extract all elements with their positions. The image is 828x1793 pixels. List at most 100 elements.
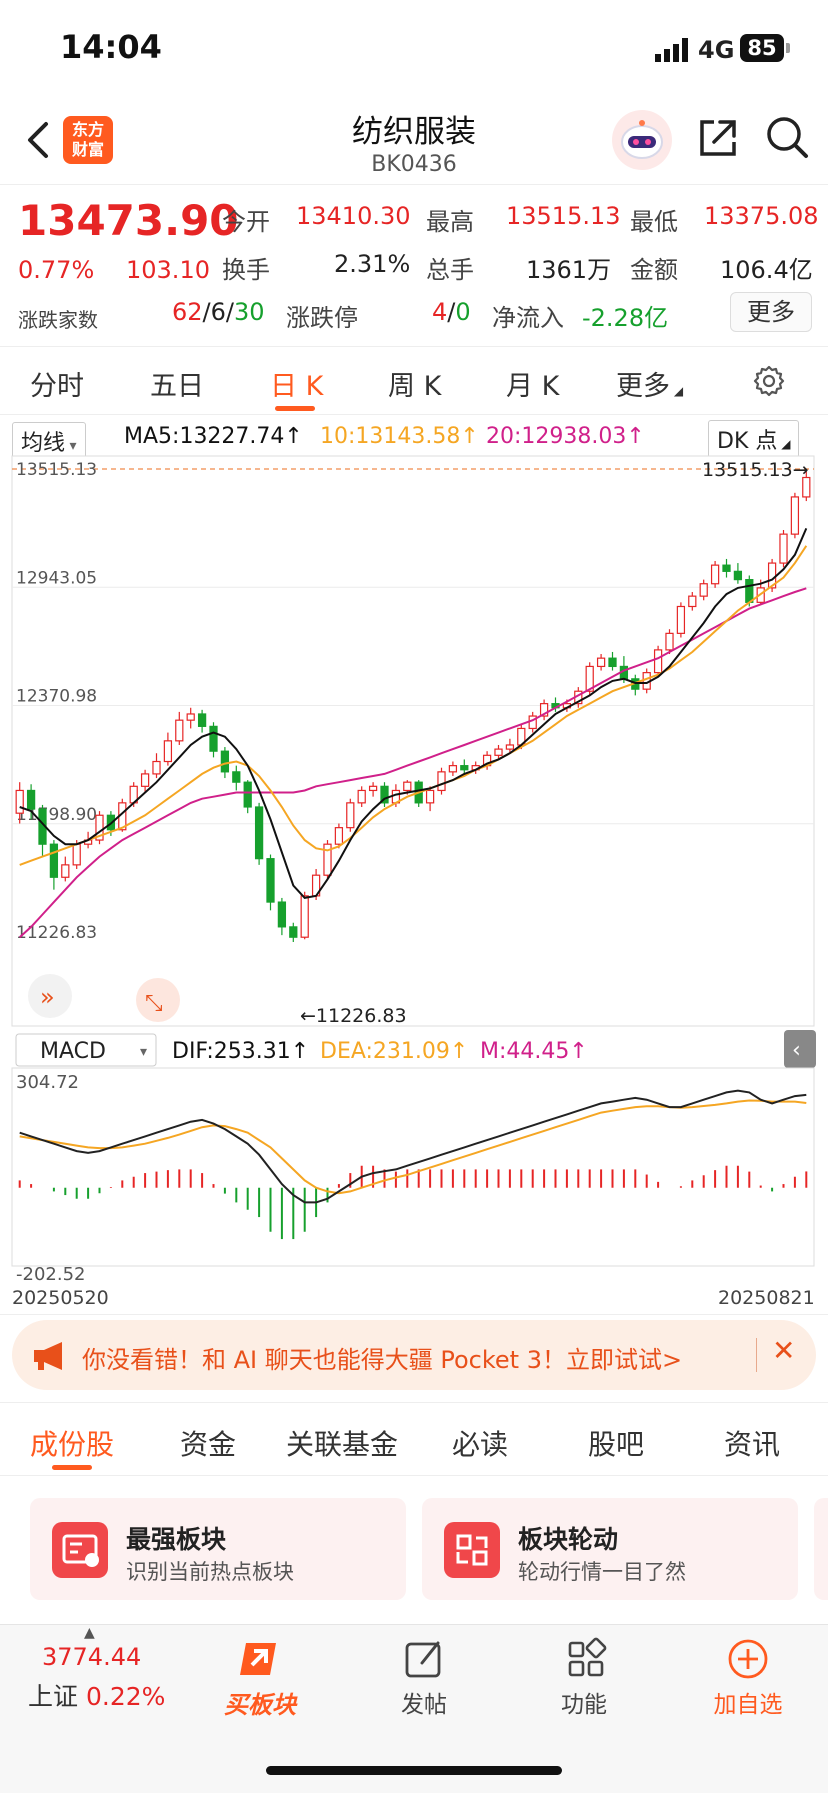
tab-weekly-k[interactable]: 周 K [388,371,442,402]
back-arrow-icon[interactable] [24,120,54,160]
y-tick-labels: 13515.13 12943.05 12370.98 11798.90 11226.83 [16,460,97,943]
dk-point-label: DK 点 [717,429,778,454]
limit-down: 0 [455,298,471,326]
card-title: 板块轮动 [518,1525,619,1554]
candle-body [197,713,207,727]
macd-selector[interactable] [15,1033,157,1067]
candle-body [334,827,344,845]
tab-funds[interactable]: 资金 [180,1428,237,1461]
candle-body [209,725,218,752]
fullscreen-button[interactable] [136,978,180,1022]
macd-caret-icon: ▾ [140,1044,147,1060]
max-price-label: 13515.13→ [702,459,809,481]
share-icon[interactable] [696,116,740,160]
ma10-text: 10:13143.58 [320,424,461,449]
kline-chart[interactable]: 13515.13 12943.05 12370.98 11798.90 11226.83… [0,454,828,1314]
candle-body [220,750,230,773]
y-tick-label: 12943.05 [16,568,97,588]
index-value[interactable]: 3774.44 [42,1643,142,1671]
tab-more[interactable]: 更多 ◢ [616,364,683,403]
candle-body [539,703,549,717]
dif-line [19,1089,807,1204]
tab-news[interactable]: 资讯 [724,1428,781,1461]
candle-body [152,760,161,775]
tab-constituents[interactable]: 成份股 [30,1428,115,1461]
breadth-slash2: / [225,298,235,326]
candle-body [175,719,184,742]
more-button[interactable]: 更多 [730,292,812,332]
card-subtitle: 识别当前热点板块 [126,1560,294,1584]
ma5-arrow-icon: ↑ [284,424,303,449]
functions-grid-icon [568,1637,607,1677]
card-sector-rotation[interactable]: 板块轮动 轮动行情一目了然 [422,1498,798,1600]
change-amt: 103.10 [126,256,210,284]
candle-body [710,564,720,585]
ma10-arrow-icon: ↑ [460,424,479,449]
ma20-value: 20:12938.03↑ [486,424,645,449]
card-strongest-sector[interactable]: 最强板块 识别当前热点板块 [30,1498,406,1600]
divider [0,1314,828,1315]
breadth-values: 62/6/30 [172,298,265,326]
candle-body [505,744,515,750]
dk-caret-icon: ◢ [777,437,791,451]
close-icon[interactable]: ✕ [772,1334,796,1367]
tab-intraday[interactable]: 分时 [30,371,84,402]
candle-body [596,657,606,668]
ma5-line [19,528,808,899]
home-indicator [266,1766,562,1775]
buy-sector-icon [240,1643,276,1675]
ma-selector-label: 均线 [21,431,66,456]
gear-icon[interactable] [752,364,786,398]
candle-body [676,605,686,634]
eastmoney-logo: 东方 财富 [63,116,113,164]
index-ticker[interactable]: 上证 0.22% [28,1677,165,1713]
tab-monthly-k[interactable]: 月 K [506,371,560,402]
card-peek [814,1498,828,1600]
fullscreen-icon: ⤡ [145,991,163,1016]
candle-body [802,476,811,498]
add-watchlist-button[interactable]: 加自选 [713,1692,783,1718]
buy-sector-button[interactable]: 买板块 [224,1691,296,1719]
tab-must-read[interactable]: 必读 [452,1428,509,1461]
last-price: 13473.90 [18,196,239,245]
volume-label: 总手 [426,256,474,284]
candle-body [243,781,252,808]
candle-body [665,632,674,651]
amount-label: 金额 [630,256,678,284]
ma5-text: MA5:13227.74 [124,424,285,449]
promo-banner[interactable]: 你没看错！和 AI 聊天也能得大疆 Pocket 3！立即试试> ✕ [12,1320,816,1390]
candle-body [186,713,195,721]
header: 东方 财富 纺织服装 BK0436 [0,96,828,185]
ai-robot-icon[interactable] [612,110,672,170]
collapse-panel-button[interactable] [784,1030,816,1068]
sector-board-icon [52,1522,108,1578]
ma10-value: 10:13143.58↑ [320,424,479,449]
post-button[interactable]: 发帖 [401,1692,447,1718]
high-label: 最高 [426,208,474,236]
search-icon[interactable] [764,114,810,160]
index-pct: 0.22% [85,1682,166,1711]
battery-tip [786,43,790,53]
tab-related-funds[interactable]: 关联基金 [286,1428,399,1461]
expand-left-button[interactable] [28,974,72,1018]
tab-daily-k[interactable]: 日 K [270,371,324,402]
macd-frame [11,1067,815,1267]
main-chart-frame [11,455,815,1027]
breadth-slash1: / [202,298,211,326]
ma-legend-row: 均线 ▾ MA5:13227.74↑ 10:13143.58↑ 20:12938… [0,418,828,460]
functions-button[interactable]: 功能 [561,1692,607,1718]
chevron-left-icon: ‹ [792,1038,801,1063]
tab-forum[interactable]: 股吧 [588,1428,645,1461]
dk-point-selector[interactable]: DK 点 ◢ [708,420,800,458]
tab-five-day[interactable]: 五日 [150,371,204,402]
page-title: 纺织服装 [352,114,476,150]
double-chevron-icon: » [40,983,55,1011]
candle-body [745,579,754,603]
candle-body [460,765,469,771]
active-tab-underline [275,406,315,411]
breadth-label: 涨跌家数 [18,308,98,332]
status-time: 14:04 [60,28,162,66]
candle-body [733,570,743,581]
m-value: M:44.45↑ [480,1039,588,1064]
candle-body [289,926,298,938]
